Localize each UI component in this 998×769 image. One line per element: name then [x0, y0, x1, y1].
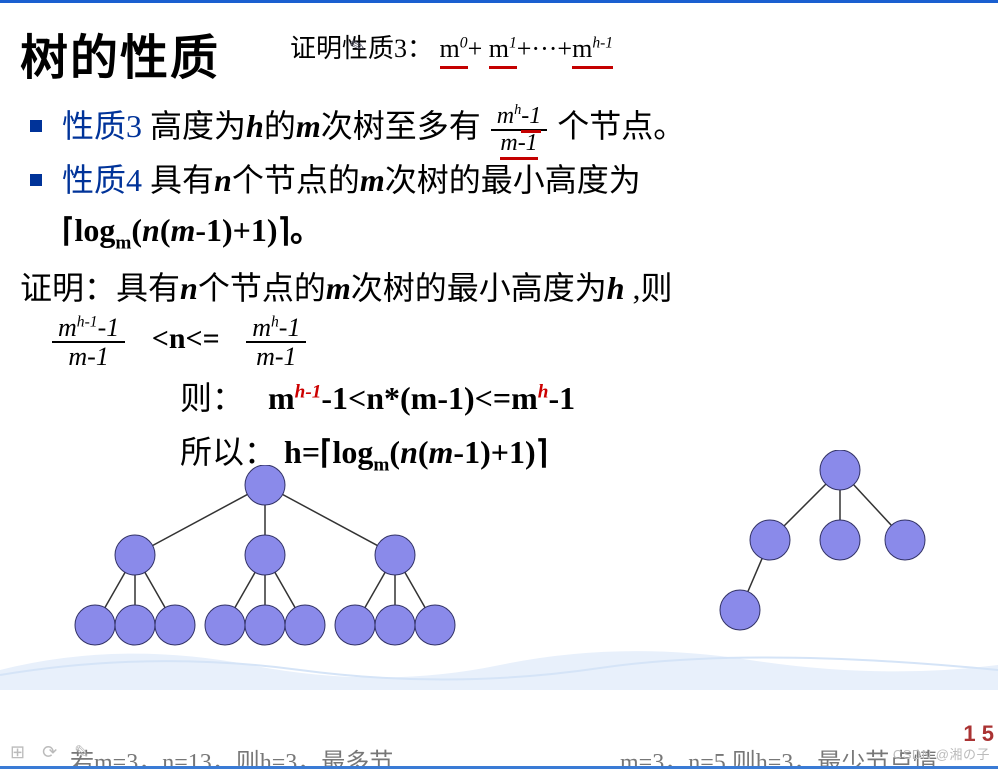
prop3-fraction: mh-1 m-1: [489, 103, 550, 156]
watermark: CSDN @湘の子: [893, 744, 990, 763]
proof3-term1: m0: [440, 34, 468, 67]
tree-right: [700, 450, 940, 650]
ineq-frac-left: mh-1-1 m-1: [50, 314, 127, 371]
property-4: 性质4 具有n个节点的m次树的最小高度为 ⌈logm(n(m-1)+1)⌉。: [24, 156, 978, 258]
slide-title: 树的性质: [20, 18, 220, 88]
proof3-term2: m1: [489, 34, 517, 67]
ineq-frac-right: mh-1 m-1: [244, 314, 308, 371]
property-3: 性质3 高度为h的m次树至多有 mh-1 m-1 个节点。: [24, 102, 978, 156]
slide: 树的性质 证明性质3： m0+ m1+···+mh-1 ✎ 性质3 高度为h的m…: [0, 0, 998, 769]
proof-inequality: mh-1-1 m-1 <n<= mh-1 m-1: [50, 314, 978, 371]
proof-block: 证明：具有n个节点的m次树的最小高度为h ,则 mh-1-1 m-1 <n<= …: [20, 264, 978, 480]
proof3-expression: 证明性质3： m0+ m1+···+mh-1 ✎: [290, 28, 613, 67]
proof3-term3: mh-1: [572, 34, 613, 67]
proof-head: 证明：具有n个节点的m次树的最小高度为h ,则: [20, 264, 978, 314]
footer-icons: ⊞ ⟳ ✎: [10, 742, 95, 763]
wave-decoration: [0, 640, 998, 690]
proof-then: 则： mh-1-1<n*(m-1)<=mh-1: [180, 374, 978, 424]
prop3-label: 性质3: [62, 108, 142, 144]
tree-left: [40, 465, 510, 665]
top-border: [0, 0, 998, 3]
header-row: 树的性质 证明性质3： m0+ m1+···+mh-1 ✎: [20, 18, 978, 88]
prop4-label: 性质4: [62, 162, 142, 198]
prop4-formula: ⌈logm(n(m-1)+1)⌉。: [62, 212, 322, 248]
property-list: 性质3 高度为h的m次树至多有 mh-1 m-1 个节点。 性质4 具有n个节点…: [24, 102, 978, 258]
